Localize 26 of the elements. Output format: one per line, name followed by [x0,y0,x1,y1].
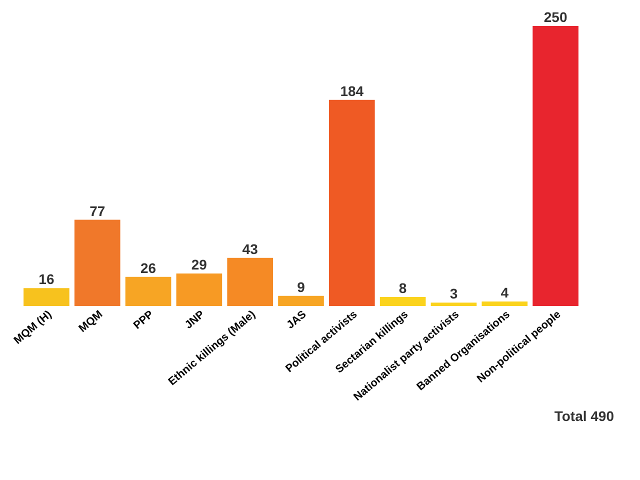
bar [278,296,324,306]
x-tick-label: JAS [284,308,309,332]
x-tick-label: JNP [182,308,207,332]
bar [176,274,222,306]
data-label: 29 [191,256,208,273]
bar [125,276,172,306]
data-label: 184 [340,82,364,99]
data-label: 26 [140,260,156,276]
bar [329,100,375,306]
data-label: 8 [398,280,407,296]
bar [482,302,528,306]
bar [227,258,273,306]
bar [74,220,120,306]
x-tick-label: PPP [131,308,156,332]
bar [380,297,426,306]
bar [532,26,578,306]
data-label: 3 [450,286,458,302]
bar [430,302,477,306]
text: Total 490 [553,408,614,424]
data-label: 4 [500,284,509,301]
data-label: 250 [544,9,568,25]
data-label: 16 [38,271,54,288]
data-label: 77 [90,202,106,219]
data-label: 9 [297,278,306,295]
data-label: 43 [242,240,258,257]
bar [24,288,70,306]
